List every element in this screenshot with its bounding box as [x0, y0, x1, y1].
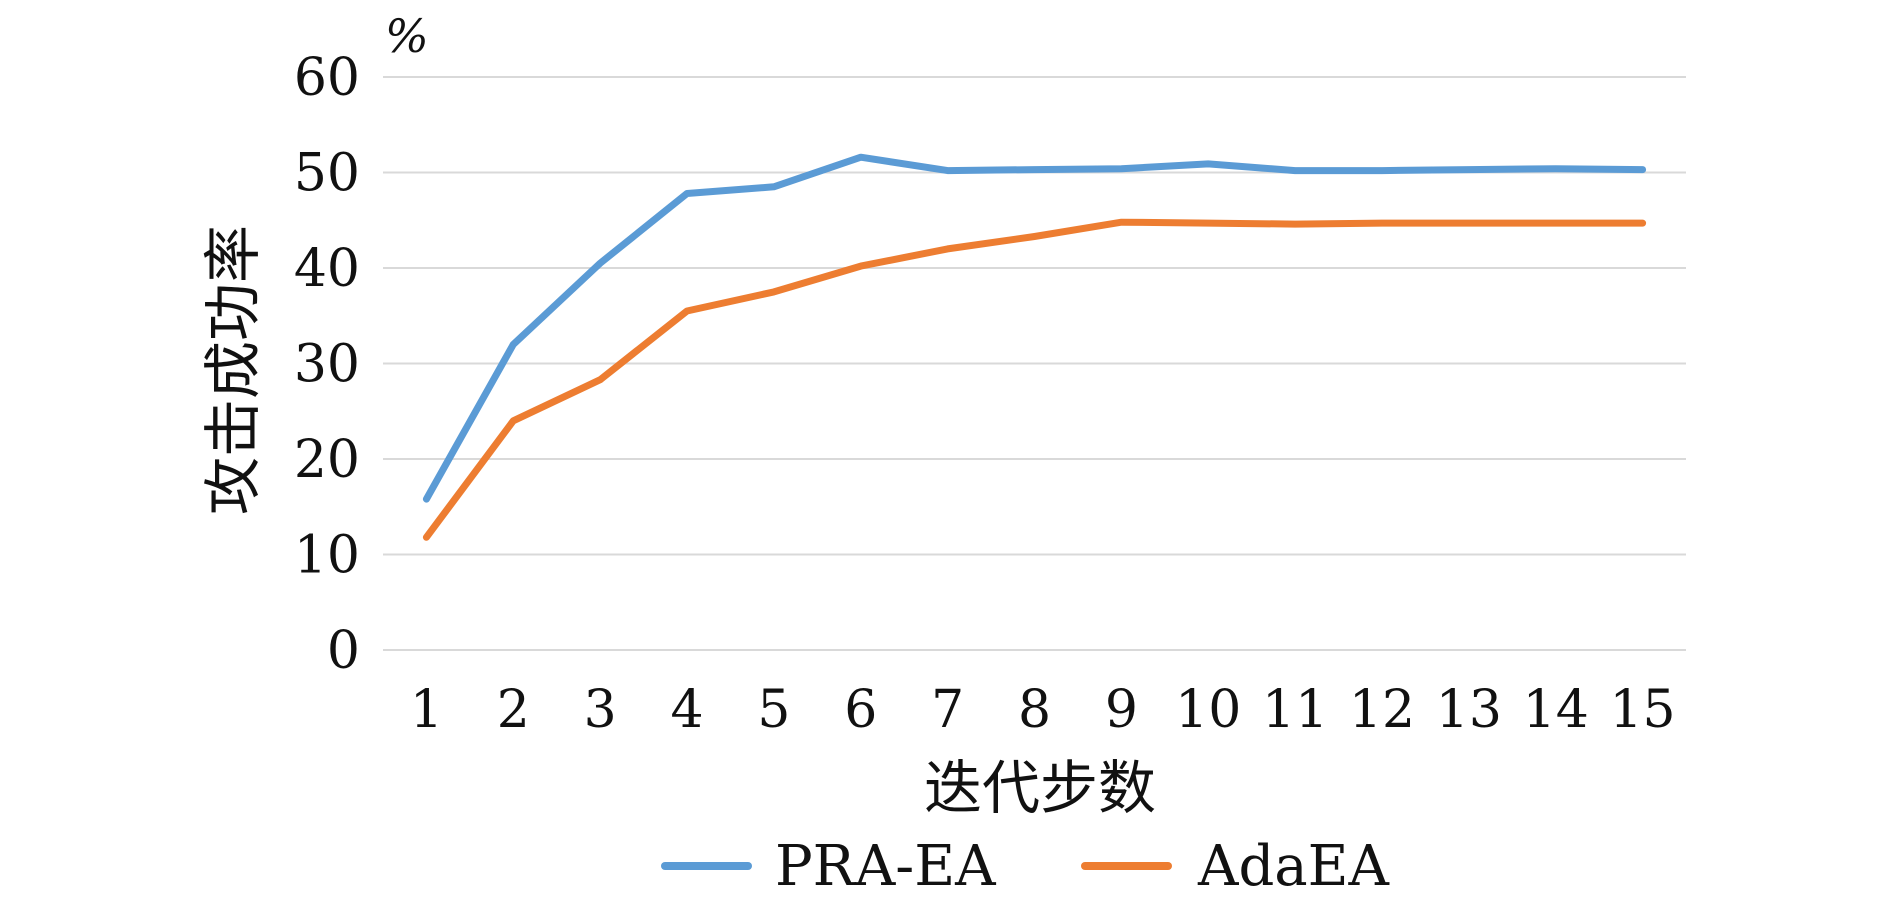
- y-tick-label: 30: [294, 335, 360, 395]
- y-tick-label: 60: [294, 48, 360, 108]
- x-tick-label: 4: [670, 680, 703, 740]
- x-tick-label: 5: [757, 680, 790, 740]
- x-tick-label: 13: [1436, 680, 1502, 740]
- x-tick-label: 8: [1018, 680, 1051, 740]
- series-lines: [422, 153, 1647, 541]
- y-tick-label: 0: [327, 621, 360, 681]
- y-tick-label: 10: [294, 526, 360, 586]
- x-tick-label: 7: [931, 680, 964, 740]
- x-tick-label: 3: [584, 680, 617, 740]
- x-tick-label: 14: [1523, 680, 1589, 740]
- y-tick-label: 20: [294, 430, 360, 490]
- x-tick-label: 1: [410, 680, 443, 740]
- x-tick-label: 15: [1609, 680, 1675, 740]
- series-line-adaea: [422, 218, 1647, 541]
- x-tick-label: 6: [844, 680, 877, 740]
- y-axis-unit: %: [385, 9, 429, 63]
- gridlines: [383, 76, 1686, 651]
- y-tick-label: 50: [294, 144, 360, 204]
- y-axis-ticks: 0 10 20 30 40 50 60: [294, 48, 360, 681]
- series-line-pra-ea: [422, 153, 1647, 503]
- y-tick-label: 40: [294, 239, 360, 299]
- legend-label: AdaEA: [1197, 834, 1390, 899]
- x-tick-label: 12: [1349, 680, 1415, 740]
- x-tick-label: 10: [1175, 680, 1241, 740]
- x-axis-title: 迭代步数: [924, 754, 1156, 822]
- x-tick-label: 2: [497, 680, 530, 740]
- x-tick-label: 11: [1262, 680, 1328, 740]
- x-tick-label: 9: [1105, 680, 1138, 740]
- legend: PRA-EA AdaEA: [661, 834, 1390, 899]
- y-axis-title: 攻击成功率: [199, 225, 267, 515]
- legend-label: PRA-EA: [775, 834, 996, 899]
- x-axis-ticks: 1 2 3 4 5 6 7 8 9 10 11 12 13 14 15: [410, 680, 1676, 740]
